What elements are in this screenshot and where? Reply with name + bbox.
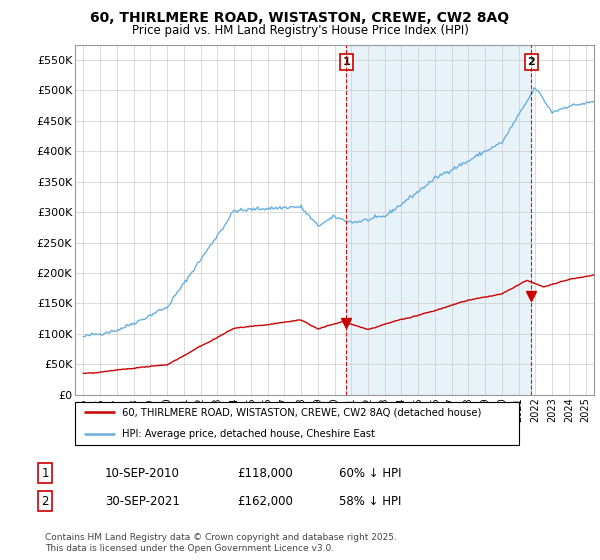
Text: 2: 2 [41, 494, 49, 508]
Text: Price paid vs. HM Land Registry's House Price Index (HPI): Price paid vs. HM Land Registry's House … [131, 24, 469, 36]
Text: 58% ↓ HPI: 58% ↓ HPI [339, 494, 401, 508]
Text: 1: 1 [41, 466, 49, 480]
Text: 60, THIRLMERE ROAD, WISTASTON, CREWE, CW2 8AQ (detached house): 60, THIRLMERE ROAD, WISTASTON, CREWE, CW… [122, 408, 481, 417]
Text: HPI: Average price, detached house, Cheshire East: HPI: Average price, detached house, Ches… [122, 430, 374, 439]
Text: 10-SEP-2010: 10-SEP-2010 [105, 466, 180, 480]
Text: 30-SEP-2021: 30-SEP-2021 [105, 494, 180, 508]
Bar [346, 45, 531, 395]
Text: 60, THIRLMERE ROAD, WISTASTON, CREWE, CW2 8AQ: 60, THIRLMERE ROAD, WISTASTON, CREWE, CW… [91, 11, 509, 25]
Text: 60% ↓ HPI: 60% ↓ HPI [339, 466, 401, 480]
Text: Contains HM Land Registry data © Crown copyright and database right 2025.
This d: Contains HM Land Registry data © Crown c… [45, 533, 397, 553]
Text: £162,000: £162,000 [237, 494, 293, 508]
Text: £118,000: £118,000 [237, 466, 293, 480]
Text: 1: 1 [343, 57, 350, 67]
Text: 2: 2 [527, 57, 535, 67]
